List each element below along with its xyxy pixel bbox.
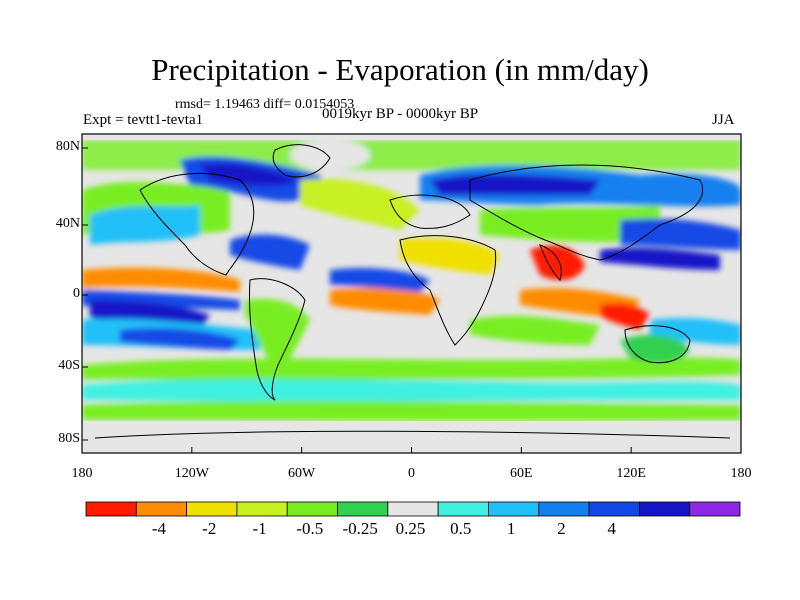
lon-label: 180: [730, 466, 752, 481]
colorbar-swatch: [638, 501, 691, 517]
colorbar-label: 0.25: [395, 519, 426, 538]
colorbar-swatch: [538, 501, 590, 517]
colorbar-label: -0.25: [342, 519, 378, 538]
colorbar-swatch: [186, 501, 238, 517]
coastlines: [94, 144, 731, 439]
lon-label: 0: [408, 466, 415, 481]
colorbar-swatch: [337, 501, 389, 517]
lon-label: 180: [71, 466, 93, 481]
colorbar-label: 1: [506, 519, 516, 538]
experiment-label: Expt = tevtt1-tevta1: [83, 112, 204, 128]
period-label: 0019kyr BP - 0000kyr BP: [322, 106, 479, 122]
plot-title: Precipitation - Evaporation (in mm/day): [151, 52, 649, 87]
colorbar-swatch: [588, 501, 640, 517]
lat-label: 80N: [55, 139, 80, 154]
lon-label: 60W: [288, 466, 316, 481]
colorbar-label: -2: [202, 519, 217, 538]
colorbar-label: -4: [151, 519, 167, 538]
colorbar-swatch: [236, 501, 288, 517]
colorbar-label: 0.5: [450, 519, 472, 538]
lat-label: 80S: [58, 431, 80, 446]
lon-label: 60E: [510, 466, 533, 481]
colorbar-label: 4: [607, 519, 616, 538]
field-layer: [82, 134, 741, 453]
lat-label: 0: [73, 286, 80, 301]
colorbar-label: -1: [252, 519, 267, 538]
lat-label: 40S: [58, 358, 80, 373]
lon-label: 120W: [174, 466, 209, 481]
stats-text: rmsd= 1.19463 diff= 0.0154053: [175, 97, 355, 112]
colorbar-label: -0.5: [296, 519, 324, 538]
colorbar-swatch: [488, 501, 540, 517]
colorbar-swatch: [387, 501, 439, 517]
colorbar-swatch: [85, 501, 137, 517]
lon-label: 120E: [616, 466, 646, 481]
colorbar-swatch: [286, 501, 338, 517]
colorbar-swatch: [689, 501, 741, 517]
season-label: JJA: [712, 112, 735, 128]
axis-ticks: [81, 147, 742, 453]
lat-label: 40N: [55, 216, 80, 231]
colorbar-label: 2: [557, 519, 566, 538]
colorbar-swatch: [135, 501, 188, 517]
colorbar: [85, 501, 741, 517]
colorbar-swatch: [437, 501, 489, 517]
